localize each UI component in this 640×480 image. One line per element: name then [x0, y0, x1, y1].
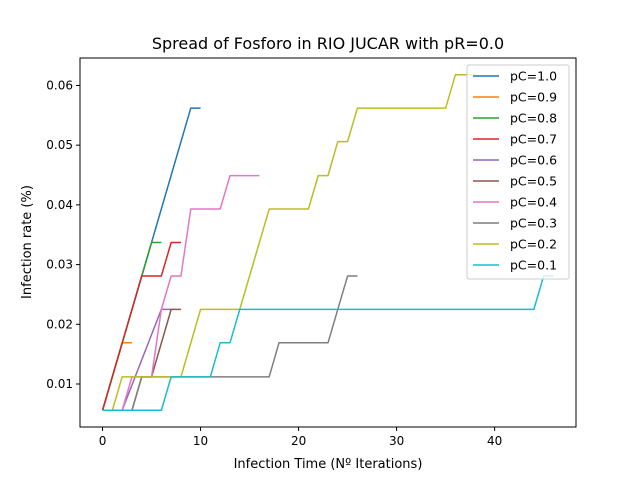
legend-label: pC=0.8 [510, 111, 557, 126]
y-tick-label: 0.04 [46, 198, 73, 212]
y-axis: 0.01 0.02 0.03 0.04 0.05 0.06 [46, 78, 80, 391]
y-axis-label: Infection rate (%) [20, 185, 35, 299]
series-line-pc-0-2 [102, 73, 476, 412]
x-axis-label: Infection Time (Nº Iterations) [234, 457, 423, 472]
legend-label: pC=0.9 [510, 90, 557, 105]
chart-title: Spread of Fosforo in RIO JUCAR with pR=0… [152, 34, 504, 53]
legend: pC=1.0 pC=0.9 pC=0.8 pC=0.7 pC=0.6 pC=0.5 pC=0… [466, 64, 570, 280]
x-tick-label: 10 [193, 434, 208, 448]
x-tick-label: 0 [99, 434, 107, 448]
legend-label: pC=0.1 [510, 258, 557, 273]
series-line-pc-0-1 [102, 275, 554, 412]
legend-label: pC=0.5 [510, 174, 557, 189]
legend-label: pC=0.7 [510, 132, 557, 147]
plot-area-frame [79, 57, 577, 428]
x-tick-label: 40 [487, 434, 502, 448]
x-tick-label: 20 [291, 434, 306, 448]
x-tick-label: 30 [389, 434, 404, 448]
y-tick-label: 0.02 [46, 317, 73, 331]
series-line-pc-0-4 [102, 174, 260, 412]
legend-label: pC=0.3 [510, 216, 557, 231]
legend-label: pC=0.6 [510, 153, 557, 168]
y-tick-label: 0.03 [46, 258, 73, 272]
legend-label: pC=0.2 [510, 237, 557, 252]
legend-label: pC=1.0 [510, 69, 557, 84]
y-tick-label: 0.01 [46, 377, 73, 391]
series-layer [101, 73, 554, 412]
x-axis: 0 10 20 30 40 [99, 427, 502, 448]
series-line-pc-0-7 [101, 241, 181, 411]
series-line-pc-0-3 [102, 275, 358, 412]
y-tick-label: 0.06 [46, 78, 73, 92]
legend-label: pC=0.4 [510, 195, 557, 210]
y-tick-label: 0.05 [46, 138, 73, 152]
